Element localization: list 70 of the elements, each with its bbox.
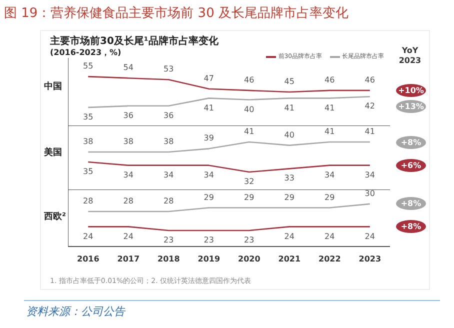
data-label: 41 <box>244 127 254 136</box>
data-label: 46 <box>364 76 375 85</box>
x-tick-label: 2020 <box>238 254 261 264</box>
data-label: 41 <box>364 127 375 136</box>
data-label: 38 <box>164 137 174 146</box>
data-label: 53 <box>164 64 174 74</box>
data-label: 28 <box>83 196 94 206</box>
data-label: 34 <box>123 170 134 180</box>
y-axis-title: 西欧² <box>44 210 66 223</box>
data-label: 24 <box>123 232 134 241</box>
text: +8% <box>396 220 426 234</box>
data-label: 29 <box>204 192 214 202</box>
text: YoY 2023 <box>398 46 422 66</box>
chart-title: 主要市场前30及长尾¹品牌市占率变化 <box>50 34 218 48</box>
data-label: 29 <box>324 192 335 202</box>
data-label: 24 <box>364 232 375 241</box>
data-label: 41 <box>324 103 335 112</box>
text: 资料来源：公司公告 <box>26 304 125 319</box>
text: +8% <box>396 197 426 210</box>
x-tick-label: 2023 <box>358 254 382 264</box>
data-label: 30 <box>364 189 375 198</box>
data-label: 28 <box>164 196 174 206</box>
data-label: 24 <box>83 232 94 241</box>
y-axis-title: 美国 <box>44 146 62 159</box>
data-label: 23 <box>244 236 254 245</box>
y-axis-title: 中国 <box>44 80 62 93</box>
data-label: 24 <box>324 232 335 241</box>
data-label: 24 <box>284 232 294 241</box>
x-tick-label: 2016 <box>76 254 100 264</box>
data-label: 34 <box>364 170 375 180</box>
data-label: 29 <box>284 192 294 202</box>
x-tick-label: 2019 <box>198 254 220 264</box>
text: +10% <box>396 84 426 97</box>
data-label: 38 <box>123 137 134 146</box>
chart-subtitle: (2016-2023，%) <box>50 47 122 58</box>
data-label: 32 <box>244 177 254 186</box>
data-label: 41 <box>204 103 214 112</box>
data-label: 55 <box>83 62 94 71</box>
data-label: 41 <box>284 103 294 112</box>
data-label: 36 <box>123 110 134 120</box>
data-label: 23 <box>164 236 174 245</box>
data-label: 42 <box>364 102 375 111</box>
data-label: 39 <box>204 134 214 143</box>
data-label: 46 <box>324 76 335 85</box>
data-label: 45 <box>284 77 294 86</box>
text: +8% <box>396 136 426 148</box>
data-label: 29 <box>244 192 254 202</box>
x-tick-label: 2017 <box>117 254 140 264</box>
data-label: 34 <box>204 170 214 180</box>
caption: 图 19：营养保健食品主要市场前 30 及长尾品牌市占率变化 <box>4 5 348 22</box>
data-label: 40 <box>284 130 294 140</box>
text: +6% <box>396 158 426 172</box>
data-label: 34 <box>324 170 335 180</box>
data-label: 28 <box>123 196 134 206</box>
data-label: 34 <box>164 170 174 180</box>
data-label: 40 <box>244 104 254 114</box>
data-label: 54 <box>123 63 134 72</box>
data-label: 41 <box>324 127 335 136</box>
data-label: 23 <box>204 236 214 245</box>
text: +13% <box>396 100 426 113</box>
data-label: 36 <box>164 110 174 120</box>
x-tick-label: 2021 <box>278 254 301 264</box>
data-label: 46 <box>244 76 254 85</box>
data-label: 33 <box>284 174 294 183</box>
data-label: 38 <box>83 137 94 146</box>
data-label: 47 <box>204 74 214 83</box>
data-label: 35 <box>83 167 94 176</box>
x-tick-label: 2018 <box>157 254 180 264</box>
data-label: 35 <box>83 112 94 122</box>
x-tick-label: 2022 <box>318 254 341 264</box>
